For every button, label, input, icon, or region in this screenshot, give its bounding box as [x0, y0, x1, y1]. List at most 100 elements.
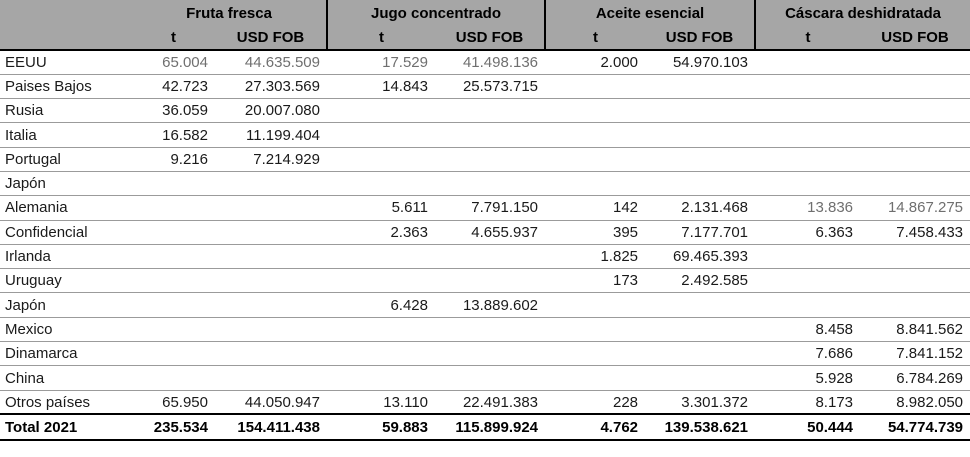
- country-cell: Irlanda: [5, 248, 51, 266]
- value-cell: 6.784.269: [896, 369, 964, 387]
- value-cell: 50.444: [807, 418, 854, 436]
- value-cell: 5.611: [391, 199, 428, 217]
- value-cell: [327, 99, 435, 123]
- value-cell: [435, 366, 545, 390]
- value-cell: [327, 147, 435, 171]
- value-cell: [132, 196, 215, 220]
- value-cell: 36.059: [162, 102, 208, 120]
- value-cell: 115.899.924: [455, 418, 539, 436]
- value-cell: [215, 244, 327, 268]
- value-cell: [860, 147, 970, 171]
- value-cell: 7.841.152: [896, 345, 964, 363]
- value-cell: [645, 317, 755, 341]
- value-cell: 65.950: [162, 393, 208, 411]
- value-cell: [435, 171, 545, 195]
- value-cell: [545, 293, 645, 317]
- value-cell: [327, 269, 435, 293]
- table-row: Japón 6.428 13.889.602: [0, 293, 970, 318]
- value-cell: [755, 171, 860, 195]
- value-cell: [860, 50, 970, 74]
- value-cell: [545, 123, 645, 147]
- table-header: Fruta fresca Jugo concentrado Aceite ese…: [0, 0, 970, 51]
- country-cell: Confidencial: [5, 223, 88, 241]
- table-row: Portugal 9.216 7.214.929: [0, 147, 970, 172]
- value-cell: 5.928: [815, 369, 854, 387]
- value-cell: [860, 293, 970, 317]
- country-cell: Italia: [5, 126, 37, 144]
- group-header-row: Fruta fresca Jugo concentrado Aceite ese…: [0, 0, 970, 51]
- value-cell: [645, 293, 755, 317]
- value-cell: 7.791.150: [471, 199, 539, 217]
- value-cell: 7.458.433: [896, 223, 964, 241]
- value-cell: [435, 244, 545, 268]
- country-cell: Portugal: [5, 150, 61, 168]
- country-cell: Dinamarca: [5, 345, 78, 363]
- value-cell: [132, 317, 215, 341]
- subheader-t: t: [754, 26, 861, 51]
- country-cell: Alemania: [5, 199, 68, 217]
- value-cell: [435, 147, 545, 171]
- table-row: Irlanda 1.825 69.465.393: [0, 244, 970, 269]
- value-cell: 2.131.468: [681, 199, 749, 217]
- value-cell: 7.177.701: [681, 223, 749, 241]
- value-cell: 235.534: [153, 418, 208, 436]
- country-cell: Rusia: [5, 102, 44, 120]
- table-row: Paises Bajos 42.723 27.303.569 14.843 25.573…: [0, 74, 970, 99]
- value-cell: [327, 317, 435, 341]
- value-cell: [645, 123, 755, 147]
- table-row: China 5.928 6.784.269: [0, 366, 970, 391]
- value-cell: [215, 220, 327, 244]
- value-cell: [132, 269, 215, 293]
- value-cell: [645, 147, 755, 171]
- value-cell: [860, 171, 970, 195]
- value-cell: [645, 171, 755, 195]
- value-cell: [860, 99, 970, 123]
- country-cell: Paises Bajos: [5, 77, 92, 95]
- value-cell: [645, 99, 755, 123]
- country-cell: Japón: [5, 296, 46, 314]
- table-row: Japón: [0, 171, 970, 196]
- value-cell: [545, 99, 645, 123]
- value-cell: 44.635.509: [244, 53, 320, 71]
- group-header-cascara-deshidratada: Cáscara deshidratada: [754, 0, 970, 26]
- citrus-exports-table: Fruta fresca Jugo concentrado Aceite ese…: [0, 0, 970, 441]
- subheader-t: t: [132, 26, 215, 51]
- subheader-row: t USD FOB t USD FOB t USD FOB t USD FOB: [0, 26, 970, 51]
- table-row: Mexico 8.458 8.841.562: [0, 317, 970, 342]
- value-cell: 2.363: [390, 223, 428, 241]
- value-cell: 14.843: [382, 77, 428, 95]
- value-cell: [132, 244, 215, 268]
- value-cell: 13.889.602: [462, 296, 539, 314]
- value-cell: [132, 220, 215, 244]
- value-cell: [215, 293, 327, 317]
- value-cell: [645, 74, 755, 98]
- value-cell: [545, 342, 645, 366]
- value-cell: [215, 196, 327, 220]
- country-cell: EEUU: [5, 53, 47, 71]
- value-cell: 14.867.275: [887, 199, 964, 217]
- value-cell: 2.492.585: [681, 272, 749, 290]
- value-cell: 17.529: [382, 53, 428, 71]
- value-cell: 11.199.404: [246, 126, 320, 144]
- table-body: EEUU 65.004 44.635.509 17.529 41.498.136 2.00…: [0, 50, 970, 441]
- table-row: Alemania 5.611 7.791.150 142 2.131.468 13.836…: [0, 196, 970, 221]
- value-cell: [755, 99, 860, 123]
- value-cell: 139.538.621: [664, 418, 749, 436]
- value-cell: [545, 147, 645, 171]
- value-cell: 54.970.103: [672, 53, 749, 71]
- value-cell: 69.465.393: [672, 248, 749, 266]
- value-cell: 22.491.383: [462, 393, 539, 411]
- country-cell: Uruguay: [5, 272, 62, 290]
- value-cell: [132, 366, 215, 390]
- value-cell: 6.363: [815, 223, 854, 241]
- subheader-t: t: [326, 26, 435, 51]
- value-cell: 2.000: [600, 53, 639, 71]
- value-cell: [132, 293, 215, 317]
- value-cell: [755, 50, 860, 74]
- value-cell: 395: [612, 223, 639, 241]
- table-row: Italia 16.582 11.199.404: [0, 123, 970, 148]
- value-cell: [755, 123, 860, 147]
- value-cell: [327, 342, 435, 366]
- subheader-usd-fob: USD FOB: [645, 26, 756, 51]
